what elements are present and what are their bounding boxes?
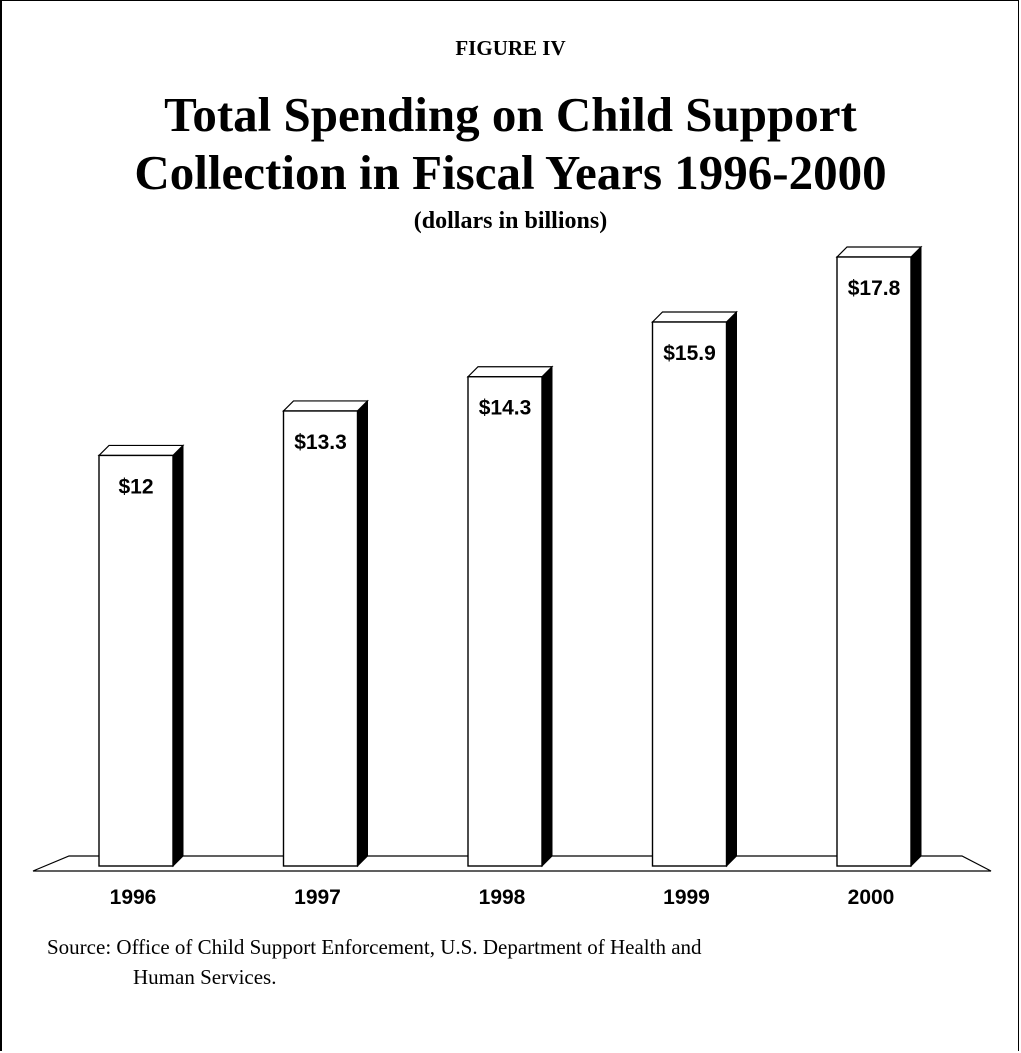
bar-top	[97, 444, 185, 457]
bar	[651, 321, 728, 867]
bar-value-label: $14.3	[479, 397, 532, 420]
chart-title-line-2: Collection in Fiscal Years 1996-2000	[134, 145, 887, 200]
x-tick-label: 2000	[848, 886, 895, 909]
bar-side	[541, 365, 553, 868]
figure-label: FIGURE IV	[455, 36, 566, 60]
x-tick-label: 1997	[294, 886, 341, 909]
bar-side	[357, 399, 368, 868]
x-tick-label: 1998	[479, 886, 526, 909]
chart-title: Total Spending on Child Support Collecti…	[0, 86, 1021, 202]
bar	[98, 454, 174, 867]
source-note: Source: Office of Child Support Enforcem…	[47, 932, 947, 992]
bar-side	[726, 310, 737, 868]
bar-side	[910, 245, 922, 868]
bar-top	[466, 366, 554, 378]
bar	[467, 376, 543, 867]
bar	[836, 256, 912, 867]
source-line-2: Human Services.	[133, 965, 277, 989]
x-tick-label: 1999	[663, 886, 710, 909]
bar-value-label: $17.8	[848, 277, 901, 300]
bar-top	[282, 400, 369, 412]
chart-subtitle: (dollars in billions)	[413, 208, 608, 234]
bar-top	[835, 246, 923, 258]
bar-side	[172, 444, 184, 868]
bar-value-label: $13.3	[294, 431, 347, 454]
source-line-1: Source: Office of Child Support Enforcem…	[47, 935, 702, 959]
bar-value-label: $12	[118, 475, 153, 498]
x-tick-label: 1996	[110, 886, 157, 909]
bar	[282, 410, 359, 867]
bar-value-label: $15.9	[663, 342, 716, 365]
chart-title-line-1: Total Spending on Child Support	[164, 87, 857, 142]
bar-top	[651, 311, 738, 323]
